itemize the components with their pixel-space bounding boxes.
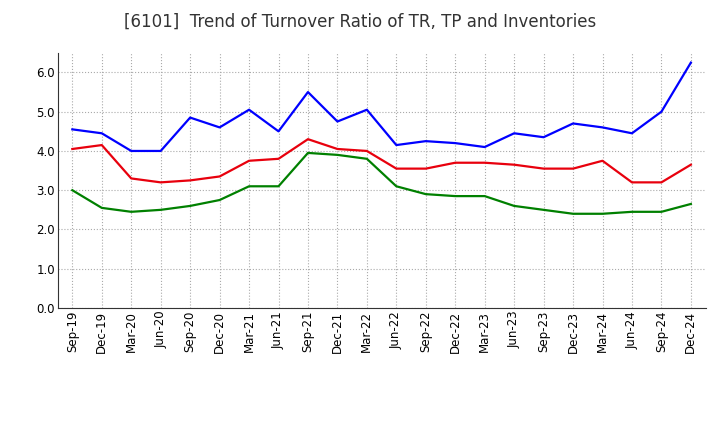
Inventories [539,207,548,213]
Inventories [657,209,666,214]
Trade Receivables [363,148,372,154]
Trade Receivables [657,180,666,185]
Trade Receivables [628,180,636,185]
Trade Payables [186,115,194,120]
Inventories [628,209,636,214]
Trade Receivables [97,143,106,148]
Line: Trade Receivables: Trade Receivables [72,139,691,182]
Inventories [333,152,342,158]
Inventories [274,183,283,189]
Trade Payables [480,144,489,150]
Inventories [127,209,135,214]
Trade Receivables [510,162,518,167]
Inventories [687,202,696,207]
Trade Receivables [421,166,430,171]
Inventories [569,211,577,216]
Inventories [186,203,194,209]
Trade Payables [127,148,135,154]
Trade Receivables [480,160,489,165]
Trade Payables [451,140,459,146]
Trade Receivables [569,166,577,171]
Trade Payables [68,127,76,132]
Trade Receivables [186,178,194,183]
Trade Receivables [274,156,283,161]
Trade Payables [245,107,253,112]
Trade Payables [510,131,518,136]
Trade Receivables [68,147,76,152]
Trade Receivables [304,136,312,142]
Trade Payables [156,148,165,154]
Inventories [598,211,607,216]
Inventories [480,194,489,199]
Inventories [451,194,459,199]
Inventories [510,203,518,209]
Inventories [421,191,430,197]
Trade Payables [569,121,577,126]
Trade Receivables [539,166,548,171]
Inventories [215,198,224,203]
Inventories [156,207,165,213]
Trade Receivables [215,174,224,179]
Inventories [392,183,400,189]
Inventories [363,156,372,161]
Trade Payables [539,135,548,140]
Trade Payables [687,60,696,65]
Trade Payables [97,131,106,136]
Trade Receivables [245,158,253,163]
Inventories [68,187,76,193]
Inventories [304,150,312,156]
Line: Trade Payables: Trade Payables [72,62,691,151]
Trade Receivables [451,160,459,165]
Line: Inventories: Inventories [72,153,691,214]
Trade Payables [274,128,283,134]
Trade Payables [628,131,636,136]
Inventories [245,183,253,189]
Trade Receivables [392,166,400,171]
Trade Payables [215,125,224,130]
Trade Receivables [687,162,696,167]
Trade Payables [421,139,430,144]
Trade Payables [657,109,666,114]
Trade Receivables [333,147,342,152]
Trade Payables [304,89,312,95]
Trade Payables [363,107,372,112]
Trade Payables [392,143,400,148]
Inventories [97,205,106,210]
Text: [6101]  Trend of Turnover Ratio of TR, TP and Inventories: [6101] Trend of Turnover Ratio of TR, TP… [124,13,596,31]
Trade Receivables [598,158,607,163]
Trade Payables [598,125,607,130]
Trade Payables [333,119,342,124]
Trade Receivables [156,180,165,185]
Trade Receivables [127,176,135,181]
